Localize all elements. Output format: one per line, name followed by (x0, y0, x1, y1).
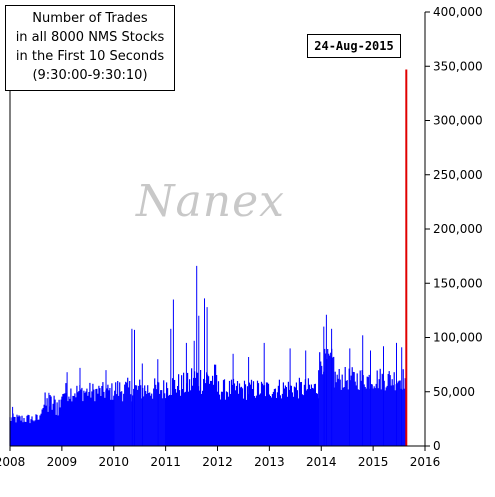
x-tick-label: 2015 (358, 455, 389, 469)
x-tick-label: 2012 (202, 455, 233, 469)
y-tick-label: 200,000 (433, 222, 483, 236)
chart-title-box: Number of Trades in all 8000 NMS Stocks … (5, 5, 175, 91)
y-tick-label: 0 (433, 439, 441, 453)
y-tick-label: 150,000 (433, 276, 483, 290)
chart-title-line-3: in the First 10 Seconds (15, 49, 165, 64)
chart-title-line-1: Number of Trades (32, 11, 148, 26)
y-tick-label: 250,000 (433, 168, 483, 182)
annotation-date-box: 24-Aug-2015 (307, 34, 401, 58)
y-tick-label: 50,000 (433, 385, 475, 399)
chart-title-line-4: (9:30:00-9:30:10) (32, 68, 148, 83)
x-tick-label: 2013 (254, 455, 285, 469)
x-tick-label: 2016 (410, 455, 441, 469)
nanex-watermark: Nanex (136, 176, 285, 227)
x-tick-label: 2011 (150, 455, 181, 469)
x-tick-label: 2010 (98, 455, 129, 469)
x-tick-label: 2014 (306, 455, 337, 469)
x-tick-label: 2008 (0, 455, 25, 469)
x-axis-ticks: 2008 2009 2010 2011 2012 2013 2014 2015 2016 (0, 446, 440, 469)
y-tick-label: 350,000 (433, 59, 483, 73)
chart-title-line-2: in all 8000 NMS Stocks (15, 30, 165, 45)
y-tick-label: 100,000 (433, 331, 483, 345)
y-tick-label: 400,000 (433, 5, 483, 19)
y-axis-ticks: 0 50,000 100,000 150,000 200,000 250,000 300,0… (425, 5, 483, 453)
y-tick-label: 300,000 (433, 114, 483, 128)
x-tick-label: 2009 (47, 455, 78, 469)
bar-series-daily-trades (9, 265, 406, 446)
